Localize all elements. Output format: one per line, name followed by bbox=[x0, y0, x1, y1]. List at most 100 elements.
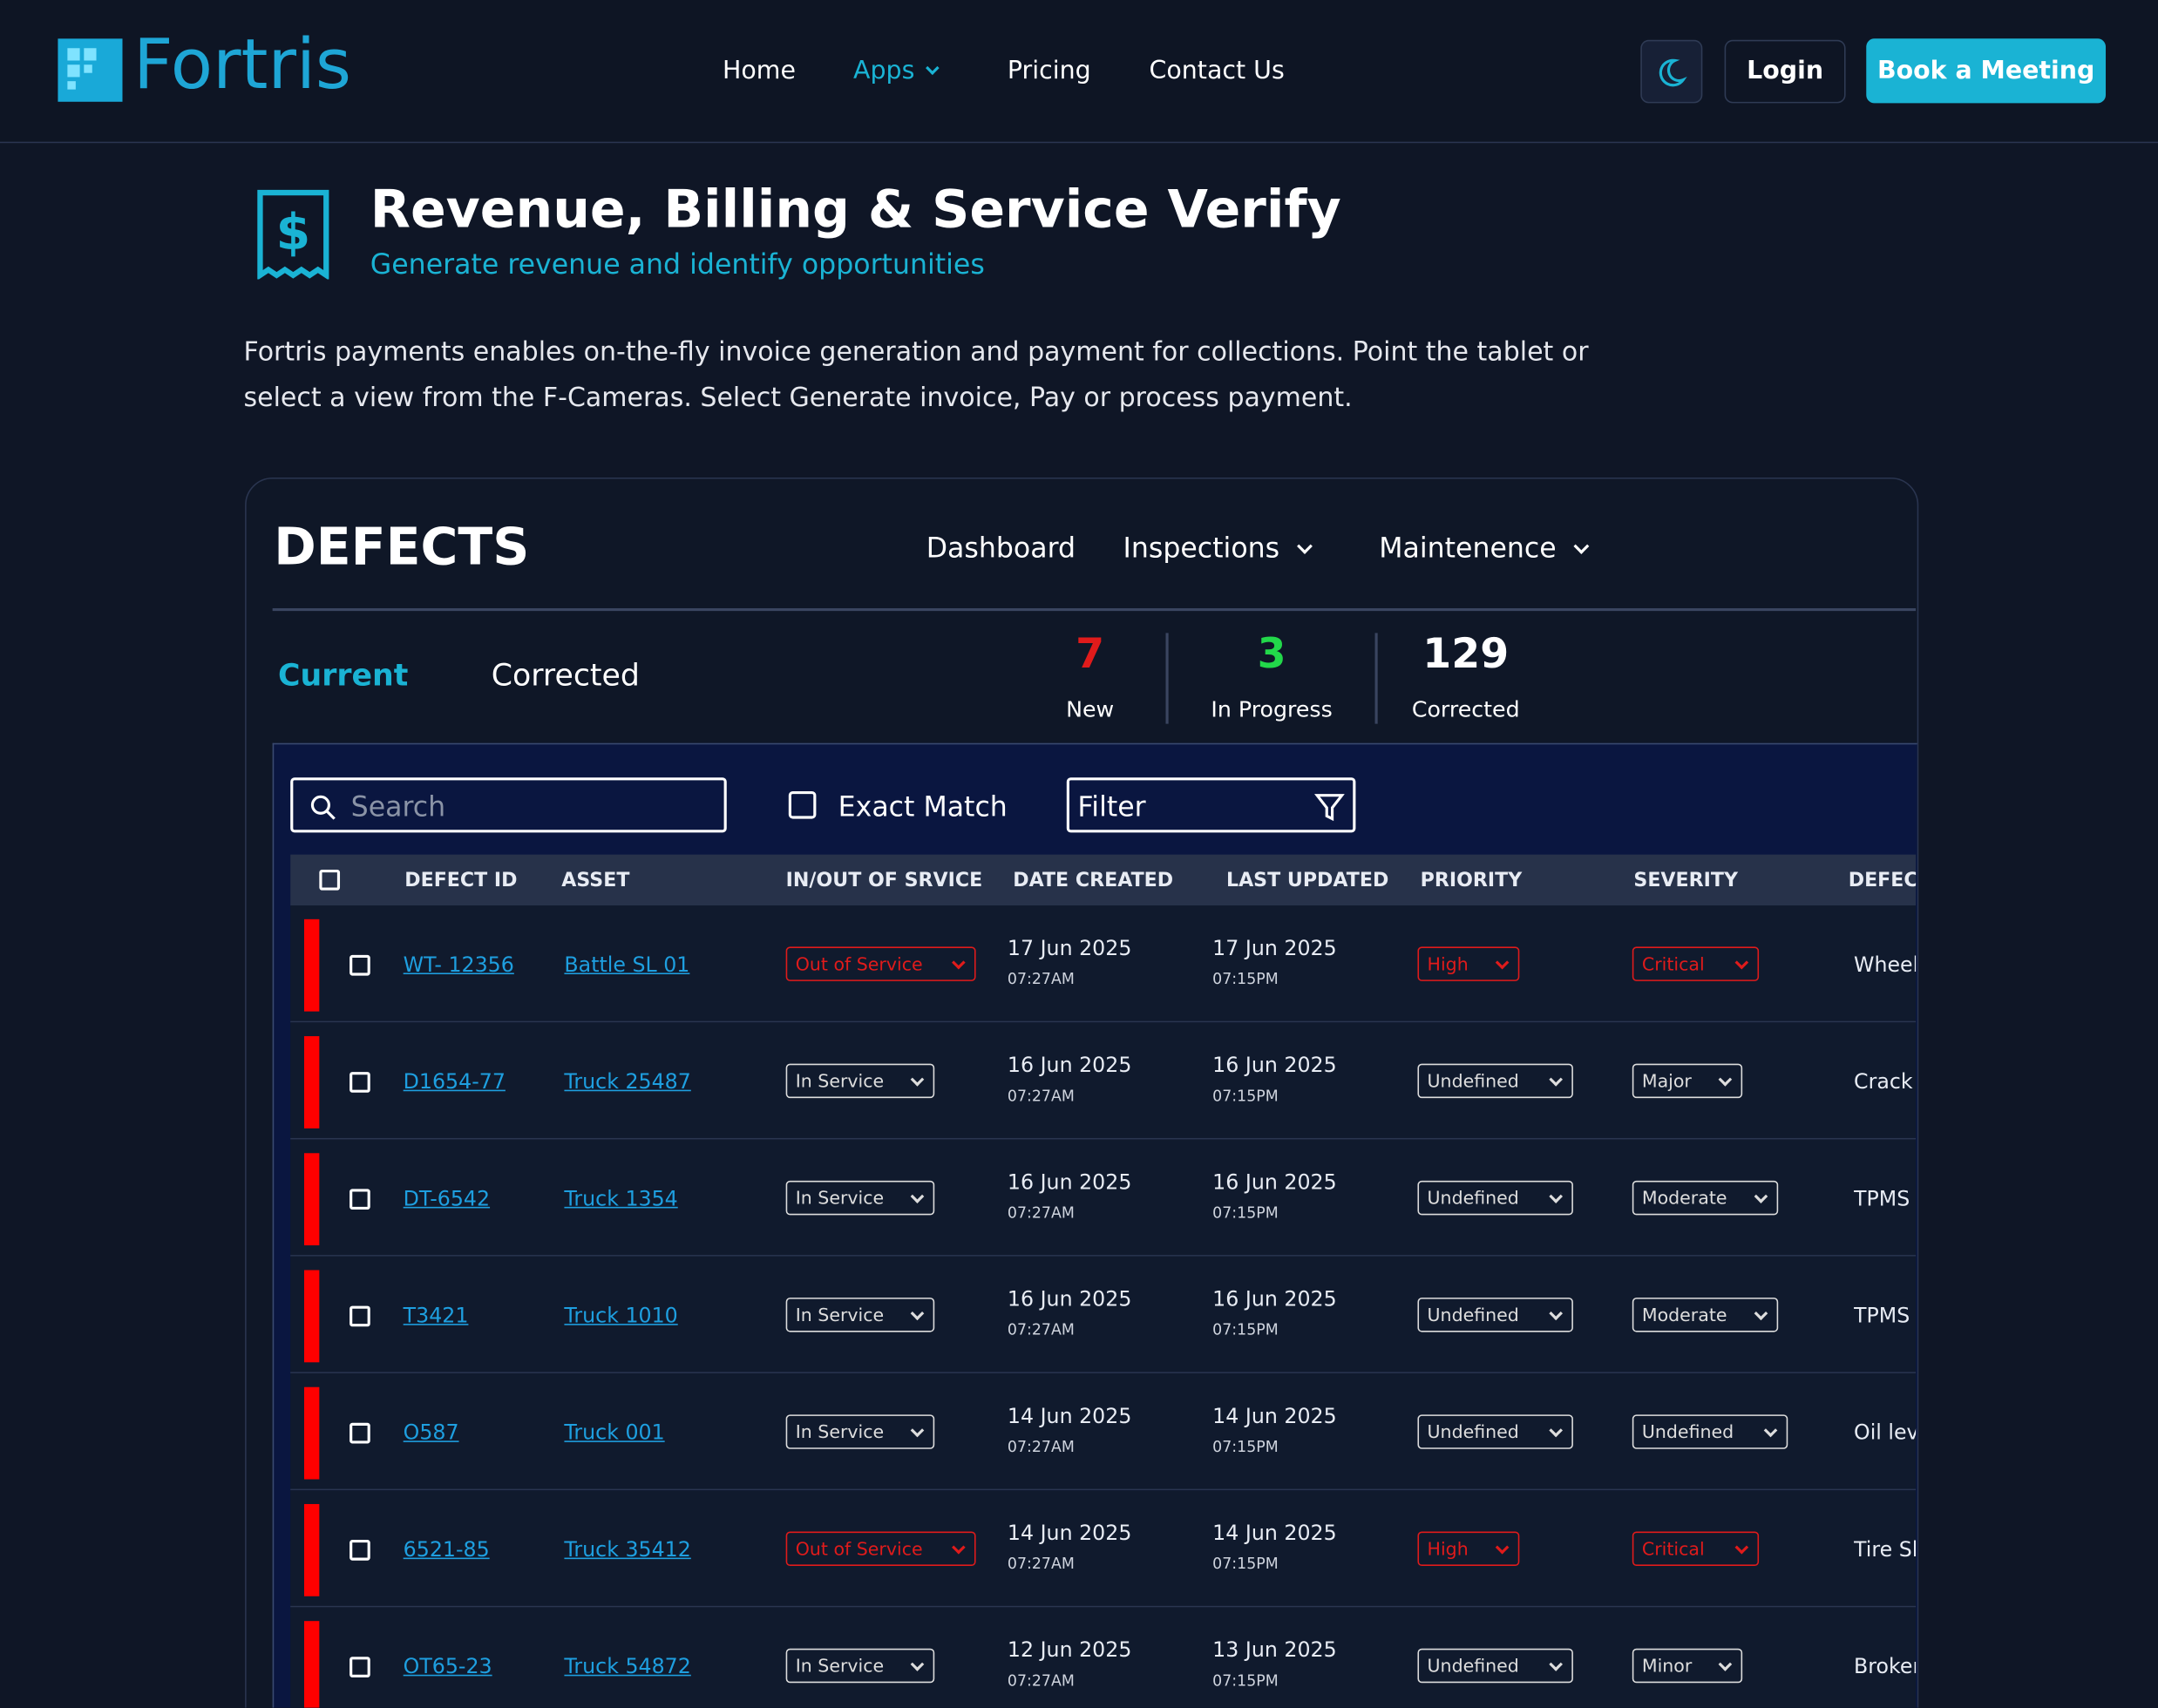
service-select[interactable]: In Service bbox=[785, 1648, 935, 1684]
service-select[interactable]: Out of Service bbox=[785, 1531, 976, 1567]
login-button[interactable]: Login bbox=[1724, 39, 1846, 104]
status-bar bbox=[303, 1270, 320, 1363]
priority-select[interactable]: High bbox=[1417, 1531, 1520, 1567]
page-title: Revenue, Billing & Service Verify bbox=[370, 179, 1341, 240]
asset[interactable]: Truck 54872 bbox=[564, 1654, 691, 1679]
defect: Wheel bbox=[1854, 952, 1917, 978]
severity-select[interactable]: Major bbox=[1632, 1063, 1743, 1099]
defect-id[interactable]: DT-6542 bbox=[403, 1186, 491, 1211]
filter-box[interactable]: Filter bbox=[1066, 777, 1356, 833]
menu-text: Inspections bbox=[1123, 531, 1280, 565]
last-updated: 17 Jun 2025 bbox=[1212, 935, 1337, 961]
stat-divider bbox=[1374, 633, 1378, 724]
status-bar bbox=[303, 1036, 320, 1128]
service-select[interactable]: In Service bbox=[785, 1414, 935, 1449]
service-select[interactable]: In Service bbox=[785, 1180, 935, 1216]
row-checkbox[interactable] bbox=[349, 1540, 370, 1561]
priority-select[interactable]: High bbox=[1417, 946, 1520, 981]
time-updated: 07:15PM bbox=[1212, 970, 1279, 988]
defect-id[interactable]: WT- 12356 bbox=[403, 952, 514, 978]
column-header: SEVERITY bbox=[1633, 869, 1738, 892]
stat-value: 3 bbox=[1257, 630, 1286, 679]
defect-id[interactable]: D1654-77 bbox=[403, 1068, 506, 1095]
defect-id[interactable]: O587 bbox=[403, 1420, 459, 1446]
app-menu-item[interactable]: Dashboard bbox=[926, 531, 1076, 565]
asset[interactable]: Truck 25487 bbox=[564, 1068, 691, 1095]
nav-link[interactable]: Apps bbox=[853, 57, 939, 85]
time-updated: 07:15PM bbox=[1212, 1320, 1279, 1339]
asset[interactable]: Truck 1354 bbox=[564, 1186, 678, 1211]
tab[interactable]: Corrected bbox=[491, 659, 640, 694]
severity-select[interactable]: Minor bbox=[1632, 1648, 1743, 1684]
defect-id[interactable]: T3421 bbox=[403, 1303, 469, 1328]
row-checkbox[interactable] bbox=[349, 1305, 370, 1327]
defect: TPMS bbox=[1854, 1303, 1910, 1328]
exact-match-checkbox[interactable] bbox=[788, 790, 817, 819]
severity-select[interactable]: Moderate bbox=[1632, 1298, 1779, 1332]
logo-icon[interactable] bbox=[58, 38, 123, 102]
column-header: DEFECT ID bbox=[404, 869, 518, 892]
nav-link[interactable]: Pricing bbox=[1007, 56, 1091, 85]
stat-label: New bbox=[1066, 696, 1115, 723]
defect-id[interactable]: 6521-85 bbox=[403, 1536, 490, 1562]
cta-button[interactable]: Book a Meeting bbox=[1866, 38, 2107, 104]
date-created: 12 Jun 2025 bbox=[1007, 1637, 1132, 1663]
table-header bbox=[290, 854, 1917, 906]
stat-label: Corrected bbox=[1411, 696, 1520, 723]
priority-select[interactable]: Undefined bbox=[1417, 1648, 1573, 1684]
search-box[interactable]: Search bbox=[290, 777, 727, 833]
column-header: DEFECT bbox=[1848, 869, 1916, 892]
priority-select[interactable]: Undefined bbox=[1417, 1063, 1573, 1099]
theme-toggle[interactable] bbox=[1640, 39, 1703, 104]
chevron bbox=[1296, 538, 1313, 554]
nav-link[interactable]: Home bbox=[723, 56, 796, 85]
time-updated: 07:15PM bbox=[1212, 1087, 1279, 1106]
status-bar bbox=[303, 1503, 320, 1596]
asset[interactable]: Truck 35412 bbox=[564, 1536, 691, 1562]
billing-icon: $ bbox=[257, 189, 329, 280]
priority-select[interactable]: Undefined bbox=[1417, 1298, 1573, 1332]
column-header: ASSET bbox=[561, 869, 630, 892]
row-checkbox[interactable] bbox=[349, 1422, 370, 1444]
chevron bbox=[1573, 538, 1590, 554]
nav-link[interactable]: Contact Us bbox=[1149, 56, 1285, 85]
date-created: 16 Jun 2025 bbox=[1007, 1169, 1132, 1195]
row-checkbox[interactable] bbox=[349, 1072, 370, 1093]
brand[interactable]: Fortris bbox=[133, 24, 352, 105]
priority-select[interactable]: Undefined bbox=[1417, 1414, 1573, 1449]
time-created: 07:27AM bbox=[1007, 1438, 1075, 1456]
stat-value: 129 bbox=[1422, 630, 1510, 679]
severity-select[interactable]: Undefined bbox=[1632, 1414, 1788, 1449]
stat-label: In Progress bbox=[1211, 696, 1333, 723]
date-created: 14 Jun 2025 bbox=[1007, 1520, 1132, 1546]
row-checkbox[interactable] bbox=[349, 1189, 370, 1210]
priority-select[interactable]: Undefined bbox=[1417, 1180, 1573, 1216]
defect: TPMS bbox=[1854, 1186, 1910, 1211]
service-select[interactable]: In Service bbox=[785, 1063, 935, 1099]
time-created: 07:27AM bbox=[1007, 1671, 1075, 1691]
service-select[interactable]: Out of Service bbox=[785, 946, 976, 981]
status-bar bbox=[303, 1621, 320, 1708]
column-header: LAST UPDATED bbox=[1225, 869, 1389, 892]
search-placeholder: Search bbox=[350, 790, 446, 824]
app-menu-item[interactable]: Maintenence bbox=[1379, 532, 1590, 564]
asset[interactable]: Truck 1010 bbox=[564, 1303, 678, 1328]
severity-select[interactable]: Critical bbox=[1632, 946, 1760, 981]
date-created: 17 Jun 2025 bbox=[1007, 935, 1132, 961]
row-checkbox[interactable] bbox=[349, 1657, 370, 1678]
time-updated: 07:15PM bbox=[1212, 1438, 1279, 1456]
exact-match-label: Exact Match bbox=[838, 790, 1008, 824]
navbar bbox=[0, 0, 2158, 144]
severity-select[interactable]: Moderate bbox=[1632, 1180, 1779, 1216]
app-menu-item[interactable]: Inspections bbox=[1123, 531, 1313, 565]
tab-active[interactable]: Current bbox=[277, 659, 409, 694]
asset[interactable]: Truck 001 bbox=[564, 1420, 665, 1446]
severity-select[interactable]: Critical bbox=[1632, 1531, 1760, 1567]
defect-id[interactable]: OT65-23 bbox=[403, 1654, 492, 1679]
select-all-checkbox[interactable] bbox=[319, 869, 341, 891]
asset[interactable]: Battle SL 01 bbox=[564, 952, 690, 978]
stat-value: 7 bbox=[1076, 630, 1105, 679]
row-checkbox[interactable] bbox=[349, 954, 370, 976]
svg-text:$: $ bbox=[276, 204, 311, 261]
service-select[interactable]: In Service bbox=[785, 1298, 935, 1332]
